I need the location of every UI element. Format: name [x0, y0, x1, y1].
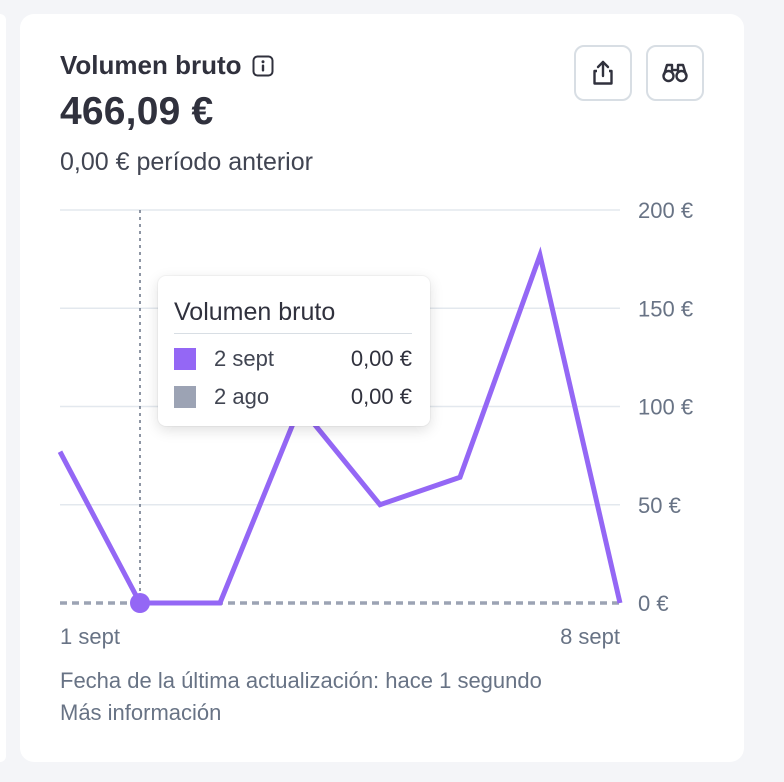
- export-button[interactable]: [574, 45, 632, 101]
- binoculars-icon: [662, 63, 688, 83]
- y-tick-label: 150 €: [638, 296, 693, 321]
- y-tick-label: 50 €: [638, 493, 681, 518]
- hover-point: [130, 593, 150, 613]
- tooltip-value: 0,00 €: [350, 346, 412, 371]
- more-info-link[interactable]: Más información: [60, 700, 222, 725]
- tooltip-swatch-current: [174, 348, 196, 370]
- y-tick-label: 0 €: [638, 591, 669, 616]
- adjacent-card-edge: [0, 14, 6, 762]
- chart-series: [57, 246, 623, 613]
- chart-tooltip: Volumen bruto 2 sept 0,00 € 2 ago 0,00 €: [158, 276, 430, 426]
- tooltip-swatch-previous: [174, 386, 196, 408]
- x-tick-label: 8 sept: [560, 624, 620, 649]
- x-axis-ticks: 1 sept 8 sept: [60, 624, 620, 649]
- info-icon[interactable]: [252, 55, 274, 77]
- previous-period: 0,00 € período anterior: [60, 148, 313, 176]
- series-line-current: [57, 246, 623, 606]
- x-tick-label: 1 sept: [60, 624, 120, 649]
- last-updated-text: Fecha de la última actualización: hace 1…: [60, 668, 542, 693]
- tooltip-label: 2 ago: [214, 384, 270, 409]
- export-icon: [593, 60, 613, 85]
- card-title: Volumen bruto: [60, 50, 242, 80]
- tooltip-title: Volumen bruto: [174, 298, 412, 334]
- card-header: Volumen bruto: [60, 50, 274, 81]
- explore-button[interactable]: [646, 45, 704, 101]
- y-tick-label: 200 €: [638, 198, 693, 223]
- tooltip-row-previous: 2 ago 0,00 €: [174, 382, 412, 412]
- y-tick-label: 100 €: [638, 395, 693, 420]
- tooltip-label: 2 sept: [214, 346, 274, 371]
- tooltip-row-current: 2 sept 0,00 €: [174, 344, 412, 374]
- gross-volume-amount: 466,09 €: [60, 90, 214, 133]
- tooltip-value: 0,00 €: [350, 384, 412, 409]
- y-axis-ticks: 0 € 50 € 100 € 150 € 200 €: [638, 198, 693, 616]
